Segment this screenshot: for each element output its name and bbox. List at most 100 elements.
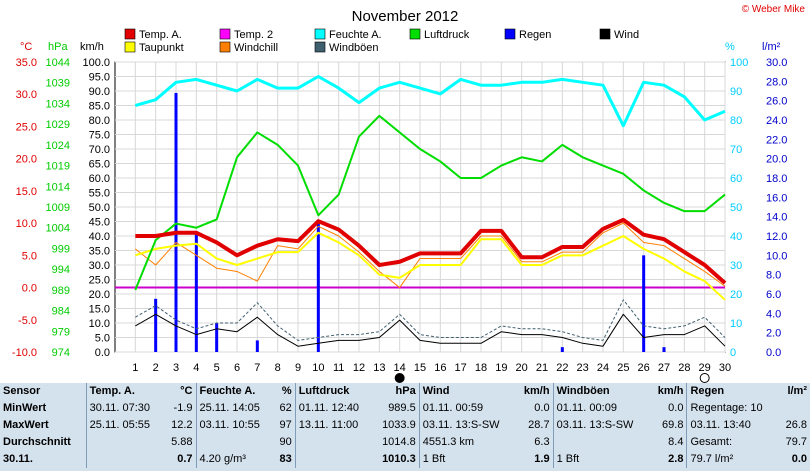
temp-axis-tick: 20.0 [16, 154, 37, 166]
x-axis-tick: 3 [173, 362, 179, 374]
pressure-axis-tick: 1009 [46, 202, 70, 214]
stats-min-gust-val: 0.0 [668, 402, 684, 414]
series-line-taupunkt [135, 231, 726, 301]
stats-avg-rain-val: 79.7 [785, 436, 807, 448]
rain-axis-tick: 12.0 [766, 231, 787, 243]
legend-swatch-1 [219, 28, 231, 40]
legend-label-4: Regen [519, 29, 551, 41]
legend-swatch-3 [409, 28, 421, 40]
stats-max-press-val: 1033.9 [382, 419, 416, 431]
temp-axis-tick: -10.0 [12, 347, 37, 359]
rain-axis-tick: 26.0 [766, 96, 787, 108]
stats-max-gust-val: 69.8 [662, 419, 684, 431]
stats-avg-hum-blank [195, 434, 274, 451]
stats-press-unit: hPa [395, 385, 416, 397]
x-axis-tick: 1 [132, 362, 138, 374]
stats-wind-unit: km/h [523, 385, 550, 397]
legend-swatch-0 [124, 28, 136, 40]
stats-avg-rain-text: Gesamt: [686, 434, 779, 451]
stats-min-gust-time: 01.11. 00:09 [552, 400, 650, 417]
rain-bar [642, 255, 646, 352]
rain-axis-tick: 0.0 [766, 347, 781, 359]
x-axis-tick: 2 [153, 362, 159, 374]
rain-bar [560, 347, 564, 352]
rain-axis-tick: 14.0 [766, 212, 787, 224]
stats-max-hum-time: 03.11. 10:55 [195, 417, 274, 434]
x-axis-tick: 26 [638, 362, 650, 374]
temp-axis-tick: 0.0 [22, 283, 37, 295]
statistics-table: Sensor Temp. A. °C Feuchte A. % Luftdruc… [0, 383, 810, 471]
wind-axis-tick: 30.0 [89, 260, 110, 272]
rain-axis-label: l/m² [762, 41, 781, 53]
wind-axis-tick: 40.0 [89, 231, 110, 243]
stats-min-row: MinWert 30.11. 07:30 -1.9 25.11. 14:05 6… [0, 400, 810, 417]
stats-max-temp-val: 12.2 [171, 419, 193, 431]
stats-avg-label: Durchschnitt [3, 436, 71, 448]
humidity-axis-tick: 80 [730, 115, 742, 127]
moon-new-icon [394, 373, 405, 383]
legend-label-7: Windchill [234, 42, 278, 54]
x-axis-tick: 25 [617, 362, 629, 374]
wind-axis-tick: 70.0 [89, 144, 110, 156]
moon-full-icon [699, 373, 710, 383]
rain-axis-tick: 4.0 [766, 308, 781, 320]
x-axis-tick: 13 [373, 362, 385, 374]
stats-avg-row: Durchschnitt 5.88 90 1014.8 4551.3 km 6.… [0, 434, 810, 451]
x-axis-tick: 17 [455, 362, 467, 374]
humidity-axis-tick: 10 [730, 318, 742, 330]
stats-hum-header: Feuchte A. [195, 383, 274, 400]
stats-wind-header: Wind [418, 383, 516, 400]
legend-swatch-6 [124, 41, 136, 53]
stats-header-row: Sensor Temp. A. °C Feuchte A. % Luftdruc… [0, 383, 810, 400]
stats-current-gust-text: 1 Bft [552, 451, 650, 468]
x-axis-tick: 14 [394, 362, 406, 374]
pressure-axis-tick: 974 [52, 347, 70, 359]
temp-axis-tick: 30.0 [16, 89, 37, 101]
wind-axis-tick: 10.0 [89, 318, 110, 330]
pressure-axis-tick: 1014 [46, 181, 70, 193]
wind-axis-tick: 25.0 [89, 275, 110, 287]
stats-max-wind-time: 03.11. 13:S-SW [418, 417, 516, 434]
rain-axis-tick: 20.0 [766, 154, 787, 166]
x-axis-tick: 15 [414, 362, 426, 374]
wind-axis-tick: 5.0 [95, 333, 110, 345]
rain-axis-tick: 24.0 [766, 115, 787, 127]
stats-avg-wind-val: 6.3 [534, 436, 550, 448]
axis-headers: °C hPa km/h% l/m² [20, 41, 781, 53]
stats-hum-unit: % [281, 385, 292, 397]
x-axis-tick: 18 [475, 362, 487, 374]
temp-axis-tick: 15.0 [16, 186, 37, 198]
rain-bar [316, 221, 320, 352]
humidity-axis-tick: 30 [730, 260, 742, 272]
stats-gust-unit: km/h [657, 385, 684, 397]
x-axis-tick: 10 [312, 362, 324, 374]
wind-axis-tick: 65.0 [89, 159, 110, 171]
wind-axis-tick: 15.0 [89, 304, 110, 316]
stats-gust-header: Windböen [552, 383, 650, 400]
wind-axis-tick: 75.0 [89, 130, 110, 142]
humidity-axis-label: % [725, 41, 735, 53]
rain-axis-tick: 30.0 [766, 57, 787, 69]
x-axis-tick: 24 [597, 362, 609, 374]
rain-bar [215, 323, 219, 352]
stats-min-hum-time: 25.11. 14:05 [195, 400, 274, 417]
stats-avg-temp-blank [85, 434, 164, 451]
wind-axis-tick: 80.0 [89, 115, 110, 127]
stats-min-temp-time: 30.11. 07:30 [85, 400, 164, 417]
x-axis-tick: 23 [577, 362, 589, 374]
stats-avg-press-val: 1014.8 [382, 436, 416, 448]
x-axis-tick: 16 [434, 362, 446, 374]
rain-axis-tick: 22.0 [766, 134, 787, 146]
stats-rain-header: Regen [686, 383, 779, 400]
x-axis-tick: 4 [193, 362, 199, 374]
x-axis-tick: 6 [234, 362, 240, 374]
weather-chart: November 2012 © Weber Mike Temp. A. Temp.… [11, 4, 806, 383]
wind-axis-tick: 90.0 [89, 86, 110, 98]
x-axis-tick: 29 [699, 362, 711, 374]
stats-min-hum-val: 62 [279, 402, 292, 414]
copyright-text: © Weber Mike [742, 4, 806, 15]
humidity-axis-tick: 40 [730, 231, 742, 243]
stats-max-row: MaxWert 25.11. 05:55 12.2 03.11. 10:55 9… [0, 417, 810, 434]
stats-min-rain-val [778, 400, 810, 417]
stats-sensor-header: Sensor [3, 385, 41, 397]
